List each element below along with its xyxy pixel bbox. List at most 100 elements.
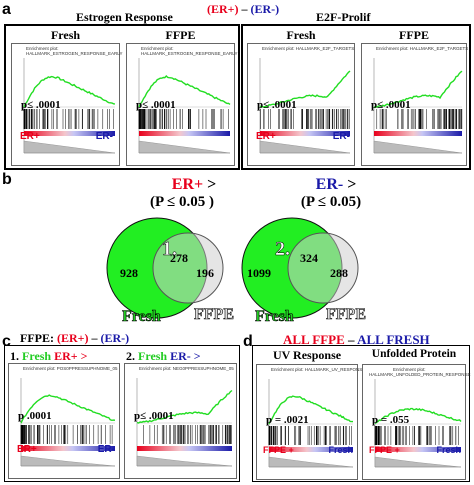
ffpe-prefix: FFPE: [20,331,54,345]
venn-2-pthreshold: (P ≤ 0.05) [300,194,362,210]
right-group-label: ER- [332,131,350,142]
contrast-er-plus: (ER+) [207,2,239,16]
rank-gradient-bar [375,447,461,452]
fresh-label: Fresh [22,349,52,363]
c-er-plus: (ER+) [57,331,89,345]
left-group-label: ER+ [20,131,40,142]
gsea-chart [373,58,463,154]
contrast-er-minus: (ER-) [250,2,280,16]
gsea-plot-d2: Unfolded Protein Enrichment plot: HALLMA… [362,348,471,480]
gsea-frame: Enrichment plot: HALLMARK_UNFOLDED_PROTE… [362,364,471,480]
venn-1-group: ER+ [171,176,204,193]
enrichment-plot-title: Enrichment plot: [141,46,174,51]
enrichment-curve [136,389,233,424]
gsea-frame: Enrichment plot: NEG0PPRESSUPHNOME_05 p≤… [124,363,237,479]
left-group-label: FFPE + [263,445,294,455]
contrast-heading: (ER+) – (ER-) [207,2,279,16]
gsea-plot-c2: 2. Fresh ER- > Enrichment plot: NEG0PPRE… [124,349,237,479]
right-group-label: Fresh [436,445,461,455]
plot-heading: Fresh [286,28,316,42]
venn-2-overlap: 324 [300,251,318,265]
gsea-frame: Enrichment plot: POS0PPRESSUPHNOME_05 p … [8,363,120,479]
d-dash: – [344,332,358,347]
plot-heading: UV Response [272,348,342,362]
enrichment-curve [268,395,353,425]
p-value: p = .055 [372,414,410,426]
venn-2-ffpe-circle [287,232,359,304]
venn-1-pthreshold: (P ≤ 0.05 ) [149,194,215,210]
venn-diagrams: 1. 928 278 196 Fresh FFPE 2. 1099 324 28… [106,217,366,325]
p-value: p = .0021 [266,414,309,426]
contrast-dash: – [241,2,248,16]
p-value: p≤ .0001 [257,99,297,111]
plot-number: 1. [10,349,19,363]
left-group-label: ER+ [17,444,37,455]
rank-gradient-bar [24,131,115,136]
venn-1-only-ffpe: 196 [196,266,214,280]
enrichment-plot-title: Enrichment plot: [26,46,59,51]
gsea-plot-a3: Fresh Enrichment plot: HALLMARK_E2F_TARG… [247,28,355,166]
venn-2-fresh-label: Fresh [255,308,294,325]
venn-1-ffpe-circle [152,232,224,304]
gsea-plot-a4: FFPE Enrichment plot: HALLMARK_E2F_TARGE… [361,28,468,166]
ranked-metric-area [136,455,233,467]
p-value: p≤ .0001 [21,99,61,111]
rank-gradient-bar [374,131,462,136]
gsea-plot-a1: Fresh Enrichment plot: HALLMARK_ESTROGEN… [11,28,123,166]
gt-symbol: > [80,349,88,363]
gsea-frame: Enrichment plot: HALLMARK_UV_RESPONSE_DN… [256,364,374,480]
enrichment-plot-title: Enrichment plot: POS0PPRESSUPHNOME_05 [23,366,118,371]
enrichment-curve [259,70,351,108]
enrichment-curve [138,74,231,108]
gsea-chart [268,379,354,468]
all-ffpe-label: ALL FFPE [283,332,345,347]
panel-c-title: FFPE: (ER+) – (ER-) [20,331,129,345]
p-value: p .0001 [18,410,52,422]
venn-1-number: 1. [162,238,177,260]
gsea-chart [259,58,351,154]
rank-gradient-bar [260,131,350,136]
gt-symbol: > [193,349,201,363]
right-group-label: ER- [95,131,113,142]
venn-1-gt: > [203,176,217,193]
gsea-chart [23,58,116,154]
venn-2-only-ffpe: 288 [330,266,348,280]
venn-2-ffpe-label: FFPE [326,306,366,323]
gene-set-name: HALLMARK_ESTROGEN_RESPONSE_EARLY [26,51,123,56]
gsea-plot-a2: FFPE Enrichment plot: HALLMARK_ESTROGEN_… [126,28,238,166]
gsea-plot-d1: UV Response Enrichment plot: HALLMARK_UV… [256,348,374,480]
enrichment-curve [374,407,462,425]
enrichment-curve [23,75,116,108]
enrichment-plot-title: Enrichment plot: HALLMARK_UV_RESPONSE_DN [271,367,375,372]
gsea-frame: Enrichment plot: HALLMARK_E2F_TARGETS p≤… [361,43,468,166]
ranked-metric-area [138,140,231,154]
group-label: ER+ [54,349,78,363]
venn-1-ffpe-label: FFPE [194,306,234,323]
gsea-frame: Enrichment plot: HALLMARK_ESTROGEN_RESPO… [11,43,123,166]
rank-gradient-bar [21,446,115,451]
venn-2-number: 2. [275,238,290,260]
plot-heading-c2: 2. Fresh ER- > [124,349,237,364]
venn-2-gt: > [343,176,357,193]
rank-gradient-bar [137,446,232,451]
panel-d-title: ALL FFPE – ALL FRESH [283,333,430,347]
fresh-label: Fresh [138,349,168,363]
gene-set-name: HALLMARK_ESTROGEN_RESPONSE_EARLY [141,51,238,56]
plot-heading: Fresh [50,28,81,42]
enrichment-plot-title: Enrichment plot: HALLMARK_E2F_TARGETS [262,46,355,51]
enrichment-curve [20,394,116,424]
gene-set-name: HALLMARK_UNFOLDED_PROTEIN_RESPONSE [369,372,471,377]
c-er-minus: (ER-) [100,331,130,345]
p-value: p≤ .0001 [136,99,176,111]
rank-gradient-bar [139,131,230,136]
panel-a-label: a [2,1,11,18]
venn-2-only-fresh: 1099 [247,266,271,280]
estrogen-panel-box [4,24,240,170]
gsea-chart [136,378,233,467]
ranked-metric-area [268,456,354,468]
left-group-label: ER+ [256,131,276,142]
right-group-label: Fresh [328,445,353,455]
enrichment-curve [374,70,463,108]
plot-number: 2. [126,349,135,363]
e2f-panel-box [241,24,471,170]
